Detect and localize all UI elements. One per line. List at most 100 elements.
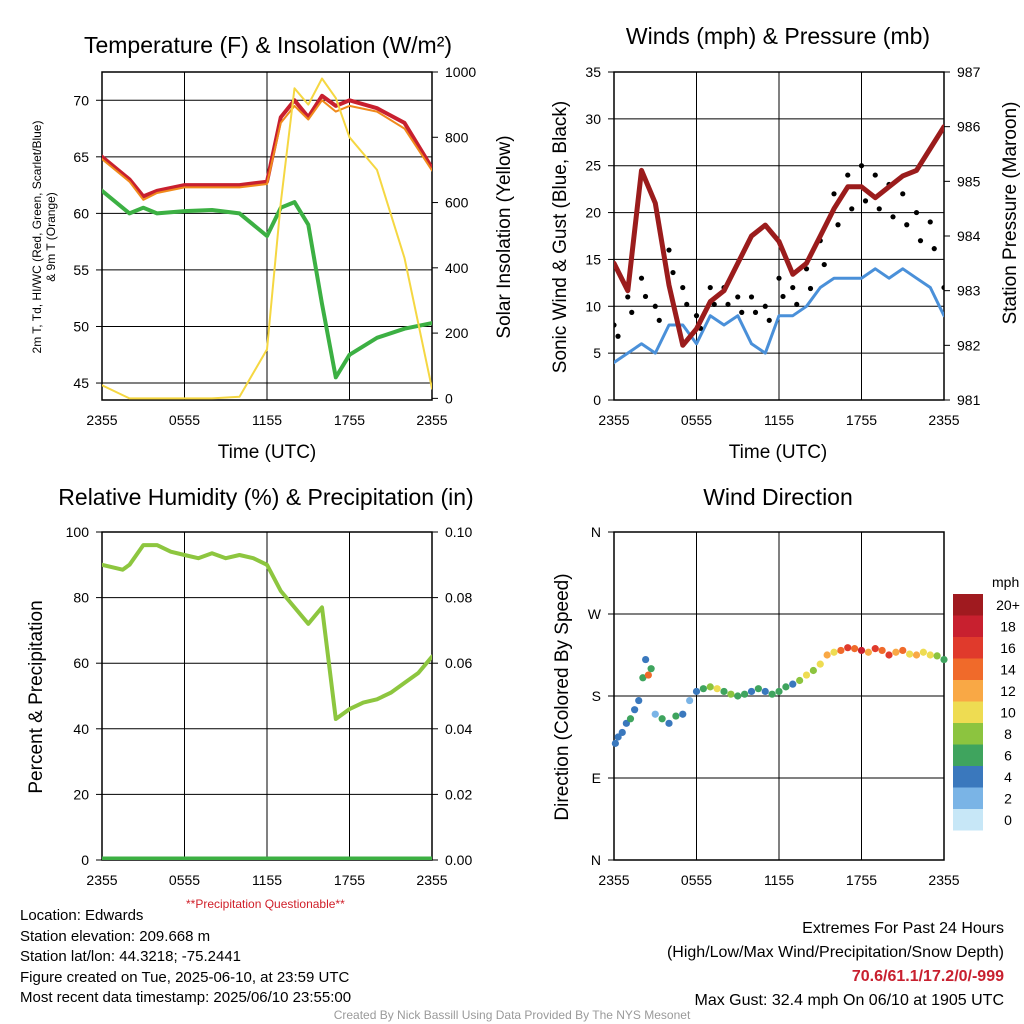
legend-label: 0 [1004, 812, 1012, 828]
wind-gust-point [890, 214, 896, 220]
dir-scatter-point [618, 728, 626, 737]
wind-y2-tick: 986 [957, 119, 981, 135]
temp-panel-title: Temperature (F) & Insolation (W/m²) [84, 32, 452, 58]
temp-left-axis-label-1: 2m T, Td, HI/WC (Red, Green, Scarlet/Blu… [30, 121, 44, 354]
wind-gust-point [625, 294, 631, 300]
wind-gust-point [917, 238, 924, 244]
legend-swatch [953, 680, 983, 702]
dir-x-tick: 1155 [764, 872, 794, 888]
wind-y2-tick: 981 [957, 392, 981, 408]
dir-scatter-point [885, 651, 893, 659]
dir-scatter-point [919, 648, 927, 656]
wind-y-tick: 35 [585, 64, 601, 80]
temp-series-2m-t [102, 93, 432, 199]
rh-series-group [102, 543, 432, 860]
recent-timestamp: Most recent data timestamp: 2025/06/10 2… [20, 989, 352, 1006]
wind-gust-point [876, 206, 882, 212]
dir-y-tick: N [591, 852, 601, 868]
dir-scatter-point [639, 674, 647, 682]
station-info: Location: Edwards Station elevation: 209… [20, 906, 351, 1009]
temp-right-axis-label: Solar Insolation (Yellow) [494, 135, 515, 338]
legend-swatch [953, 594, 983, 616]
rh-left-axis-label: Percent & Precipitation [26, 600, 47, 793]
legend-label: 16 [1000, 640, 1016, 656]
dir-x-tick: 1755 [846, 872, 877, 888]
dir-y-tick: E [592, 770, 601, 786]
temp-y2-tick: 0 [445, 390, 453, 406]
wind-gust-point [872, 172, 878, 178]
dir-scatter-point [802, 671, 811, 679]
legend-swatch [953, 658, 983, 680]
dir-scatter-point [899, 646, 907, 655]
dir-scatter-point [686, 696, 694, 705]
dir-x-tick: 0555 [681, 872, 712, 888]
wind-gust-point [821, 261, 827, 268]
dir-y-tick: S [592, 688, 601, 704]
temp-y2-tick: 1000 [445, 64, 476, 80]
legend-swatch [953, 766, 983, 788]
legend-label: 20+ [996, 597, 1020, 613]
wind-x-tick: 0555 [681, 412, 712, 428]
legend-title: mph [992, 574, 1019, 590]
wind-gust-point [752, 309, 759, 315]
wind-gust-point [790, 284, 796, 291]
dir-left-axis-label: Direction (Colored By Speed) [552, 573, 573, 820]
dir-scatter-point [647, 665, 655, 673]
dir-scatter-point [611, 739, 619, 747]
dir-scatter-point [823, 651, 831, 659]
temp-x-tick: 1755 [334, 412, 365, 428]
wind-gust-point [725, 301, 731, 308]
dir-scatter-point [672, 712, 680, 720]
station-latlon: Station lat/lon: 44.3218; -75.2441 [20, 948, 242, 965]
wind-y-tick: 30 [585, 111, 601, 127]
legend-label: 10 [1000, 705, 1016, 721]
temp-y2-tick: 600 [445, 195, 469, 211]
legend-swatch [953, 809, 983, 831]
dir-scatter-point [679, 710, 687, 718]
wind-gust-point [862, 198, 869, 204]
wind-y-tick: 15 [585, 251, 601, 267]
dir-scatter-point [741, 690, 749, 698]
speed-colorbar: mph 20+ 18 16 14 12 10 8 6 4 2 0 [953, 574, 1020, 831]
wind-gust-point [739, 309, 745, 315]
max-gust: Max Gust: 32.4 mph On 06/10 at 1905 UTC [694, 992, 1005, 1009]
credit-line: Created By Nick Bassill Using Data Provi… [333, 1008, 691, 1022]
dir-scatter-point [665, 719, 673, 727]
rh-x-tick: 0555 [169, 872, 200, 888]
legend-label: 6 [1004, 748, 1012, 764]
wind-gust-point [845, 172, 851, 178]
dir-frame [608, 531, 945, 861]
wind-gust-point [766, 317, 772, 323]
wind-gust-point [615, 333, 621, 339]
precip-questionable-note: **Precipitation Questionable** [186, 897, 345, 911]
wind-y-tick: 10 [585, 298, 601, 314]
temp-x-tick: 2355 [86, 412, 117, 428]
dir-scatter-point [631, 706, 639, 714]
rh-y-tick: 40 [73, 721, 89, 737]
wind-gust-point [900, 191, 906, 197]
dir-scatter-point [699, 685, 707, 693]
wind-gust-point [711, 301, 717, 308]
wind-gust-point [904, 222, 910, 228]
temp-series-insolation [102, 77, 432, 400]
rh-y2-tick: 0.10 [445, 524, 472, 540]
temp-y-tick: 45 [73, 375, 89, 391]
wind-x-tick: 1755 [846, 412, 877, 428]
dir-scatter-point [809, 666, 817, 675]
dir-scatter-point [692, 687, 701, 696]
dir-scatter-point [782, 683, 790, 691]
dir-scatter-point [622, 719, 630, 727]
dir-scatter-point [713, 685, 721, 693]
wind-gust-point [629, 309, 635, 315]
temp-y-tick: 65 [73, 149, 89, 165]
dir-panel-title: Wind Direction [703, 484, 853, 510]
dir-scatter-point [747, 687, 756, 696]
dir-scatter-point [871, 645, 879, 653]
wind-plot: 2355 0555 1155 1755 2355 0 5 10 15 20 25 30 35 981 982… [585, 64, 980, 428]
wind-panel-title: Winds (mph) & Pressure (mb) [626, 23, 930, 49]
wind-gust-point [652, 303, 658, 309]
rh-y-tick: 60 [73, 655, 89, 671]
dir-y-tick: N [591, 524, 601, 540]
legend-swatch [953, 787, 983, 809]
